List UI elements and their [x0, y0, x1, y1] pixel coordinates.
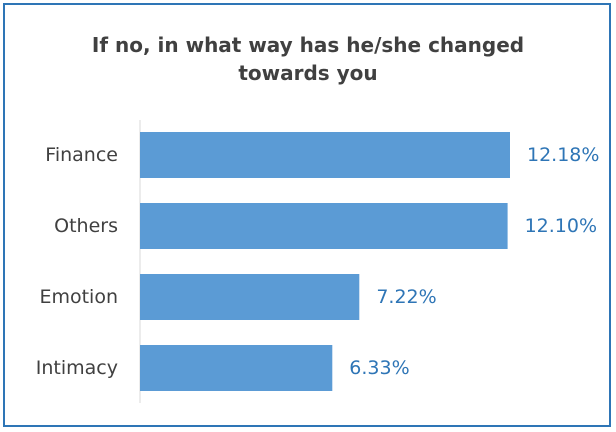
bar-finance: [140, 132, 510, 178]
data-label: 6.33%: [349, 357, 409, 379]
chart-title: If no, in what way has he/she changed to…: [91, 33, 525, 85]
bar-intimacy: [140, 345, 333, 391]
category-label: Others: [54, 215, 118, 237]
category-label: Emotion: [39, 286, 118, 308]
bar-emotion: [140, 274, 360, 320]
bar-others: [140, 203, 508, 249]
data-label: 7.22%: [376, 286, 436, 308]
category-axis: Finance Others Emotion Intimacy: [36, 144, 118, 379]
category-label: Finance: [45, 144, 118, 166]
data-label: 12.18%: [527, 144, 599, 166]
data-label: 12.10%: [525, 215, 597, 237]
category-label: Intimacy: [36, 357, 118, 379]
